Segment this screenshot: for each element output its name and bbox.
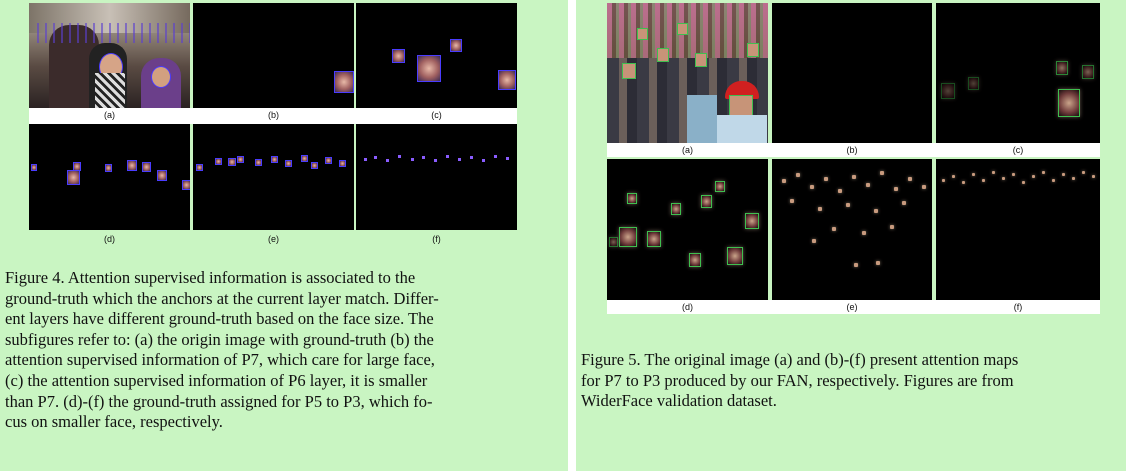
figure-5d-label: (d) — [682, 302, 693, 312]
figure-4-panel: (a) (b) (c) (d) (e) — [0, 0, 568, 471]
figure-4-caption-line: Attention supervised information is asso… — [67, 268, 416, 287]
figure-5-caption-line: The original image (a) and (b)-(f) prese… — [644, 350, 1019, 369]
figure-5e-image — [772, 159, 932, 300]
figure-4-caption-label: Figure 4. — [5, 268, 65, 287]
figure-4f-image — [356, 124, 517, 230]
figure-5f-label: (f) — [1013, 302, 1023, 312]
figure-5b-image — [772, 3, 932, 143]
figure-5c-image — [936, 3, 1100, 143]
figure-5-caption-line: for P7 to P3 produced by our FAN, respec… — [581, 370, 1014, 390]
figure-4d-label: (d) — [104, 234, 115, 244]
figure-4b-image — [193, 3, 354, 108]
figure-4f-label: (f) — [432, 234, 441, 244]
figure-5d-image — [607, 159, 768, 300]
figure-4d-image — [29, 124, 190, 230]
figure-4-caption-line: cus on smaller face, respectively. — [5, 412, 223, 432]
figure-5a-label: (a) — [682, 145, 693, 155]
figure-4b-label: (b) — [268, 110, 279, 120]
figure-4-caption: Figure 4. Attention supervised informati… — [5, 268, 545, 433]
figure-5-label-strip — [607, 143, 1100, 157]
figure-5-caption-line: WiderFace validation dataset. — [581, 391, 777, 411]
figure-4-caption-line: subfigures refer to: (a) the origin imag… — [5, 329, 434, 349]
figure-5e-label: (e) — [846, 302, 858, 312]
figure-4-caption-line: than P7. (d)-(f) the ground-truth assign… — [5, 391, 433, 411]
figure-5a-image — [607, 3, 768, 143]
figure-4-caption-line: ent layers have different ground-truth b… — [5, 309, 434, 329]
figure-5-panel: (a) (b) (c) (d) — [576, 0, 1126, 471]
figure-5-caption-label: Figure 5. — [581, 350, 641, 369]
figure-5b-label: (b) — [846, 145, 858, 155]
figure-4c-image — [356, 3, 517, 108]
figure-5f-image — [936, 159, 1100, 300]
figure-4c-label: (c) — [431, 110, 442, 120]
figure-4-caption-line: ground-truth which the anchors at the cu… — [5, 288, 439, 308]
figure-4e-image — [193, 124, 354, 230]
figure-4-caption-line: attention supervised information of P7, … — [5, 350, 435, 370]
figure-4-label-strip — [29, 108, 517, 124]
figure-5-caption: Figure 5. The original image (a) and (b)… — [581, 350, 1126, 412]
figure-4-caption-line: (c) the attention supervised information… — [5, 370, 428, 390]
figure-5-label-strip-bottom — [607, 300, 1100, 314]
figure-5c-label: (c) — [1012, 145, 1024, 155]
figure-4a-image — [29, 3, 190, 108]
figure-4e-label: (e) — [268, 234, 279, 244]
figure-4a-label: (a) — [104, 110, 115, 120]
